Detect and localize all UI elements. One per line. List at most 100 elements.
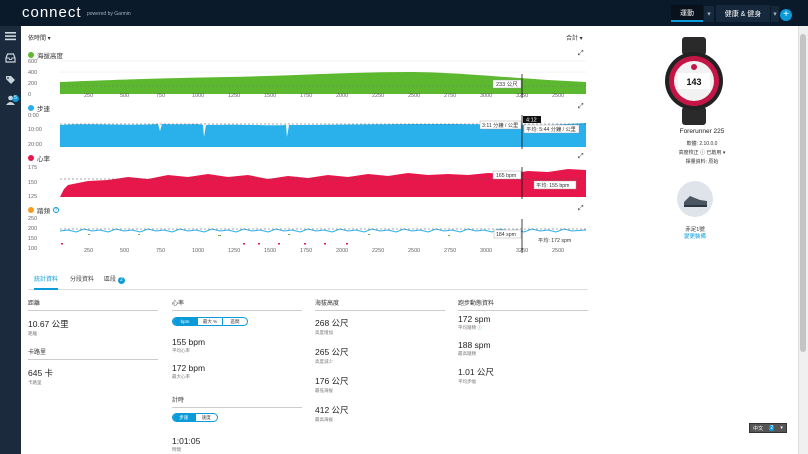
language-select[interactable]: 中文 2 ▾ (749, 423, 787, 433)
stats-tabs: 統計資料 分段資料 區段 2 (28, 268, 588, 290)
heart-rate-chart-title: 心率 (28, 153, 50, 163)
x-tick: 250 (84, 93, 93, 99)
distance-section: 距離 10.67 公里 距離 (28, 298, 158, 337)
watch-display-value: 143 (686, 77, 701, 87)
tab-segments[interactable]: 區段 2 (104, 274, 126, 284)
tab-health[interactable]: 健康 & 健身 (716, 5, 770, 22)
expand-icon[interactable]: ⤢ (578, 103, 584, 110)
elevation-cursor-value: 233 公尺 (496, 81, 518, 88)
connect-logo[interactable]: connect (22, 4, 82, 21)
min-elevation-label: 最低海拔 (315, 388, 333, 393)
segments-badge: 2 (118, 277, 126, 284)
cadence-points-red (61, 243, 348, 245)
overlay-dropdown[interactable]: 合計 ▾ (566, 36, 583, 42)
device-name[interactable]: Forerunner 225 (679, 128, 725, 135)
time-dropdown[interactable]: 依時間 ▾ (28, 36, 51, 42)
toggle-max-percent[interactable]: 最大 % (198, 318, 223, 325)
expand-icon[interactable]: ⤢ (578, 50, 584, 57)
data-source: 揮量資料: 原始 (685, 159, 719, 165)
elevation-legend-dot (28, 52, 34, 58)
x-tick: 2500 (552, 248, 564, 254)
cadence-title-text: 踏頻 (37, 208, 50, 215)
expand-icon[interactable]: ⤢ (578, 205, 584, 212)
toggle-speed[interactable]: 速度 (201, 415, 211, 420)
x-tick: 1250 (228, 248, 240, 254)
top-bar: connect powered by Garmin 運動 ▾ 健康 & 健身 ▾… (0, 0, 808, 26)
max-cadence-label: 最高踏頻 (458, 351, 476, 356)
avg-cadence-value: 172 spm (458, 314, 491, 324)
elevation-correction-dropdown[interactable]: 高度校正 ⓘ 已啟用 ▾ (678, 150, 726, 156)
user-icon[interactable] (5, 95, 16, 105)
tab-splits[interactable]: 分段資料 (70, 277, 95, 283)
tag-icon[interactable] (5, 75, 16, 85)
elevation-svg[interactable]: 600 400 200 0 233 公尺 250 500 750 1000 1250 15… (28, 50, 588, 100)
logo-subtitle: powered by Garmin (87, 11, 131, 17)
heart-rate-svg[interactable]: 175 150 125 165 bpm 平均: 155 bpm (28, 153, 588, 199)
x-tick: 500 (120, 248, 129, 254)
cadence-cursor-value: 184 spm (496, 232, 516, 238)
y-tick: 200 (28, 226, 37, 232)
timing-heading: 計時 (172, 395, 302, 408)
elevation-loss-label: 高度減少 (315, 359, 333, 364)
toggle-zones[interactable]: 區間 (230, 319, 240, 324)
elevation-heading: 海拔高度 (315, 298, 445, 311)
running-dynamics-section: 跑步動態資料 172 spm 平均踏頻 ⓘ 188 spm 最高踏頻 1.01 … (458, 298, 588, 385)
tab-activities[interactable]: 運動 (671, 5, 703, 22)
calories-section: 卡路里 645 卡 卡路里 (28, 347, 158, 386)
x-tick: 2750 (444, 93, 456, 99)
max-elevation-value: 412 公尺 (315, 405, 349, 415)
x-tick: 2500 (552, 93, 564, 99)
heart-rate-heading: 心率 (172, 298, 302, 311)
inbox-icon[interactable] (5, 53, 16, 63)
elevation-chart-title: 海拔高度 (28, 50, 63, 60)
toggle-bpm[interactable]: bpm (173, 318, 198, 325)
x-tick: 500 (120, 93, 129, 99)
info-icon[interactable]: ⓘ (477, 325, 482, 330)
x-tick: 2500 (408, 93, 420, 99)
y-tick: 0:00 (28, 113, 39, 119)
distance-value: 10.67 公里 (28, 319, 69, 329)
y-tick: 250 (28, 216, 37, 222)
pace-cursor-value: 3:11 分鐘 / 公里 (482, 121, 518, 129)
pace-cursor-tag: 4:12 (526, 118, 537, 124)
elevation-loss-value: 265 公尺 (315, 347, 349, 357)
cadence-average: 平均: 172 spm (538, 236, 571, 244)
cadence-line (59, 228, 587, 233)
calories-heading: 卡路里 (28, 347, 158, 360)
heart-rate-area (60, 169, 586, 197)
info-icon[interactable]: ? (53, 207, 59, 213)
tab-activities-dropdown[interactable]: ▾ (704, 6, 714, 22)
tab-health-dropdown[interactable]: ▾ (771, 6, 779, 22)
x-tick: 2250 (372, 93, 384, 99)
menu-icon[interactable] (5, 31, 16, 41)
x-tick: 1000 (192, 248, 204, 254)
x-tick: 1000 (192, 93, 204, 99)
pace-speed-toggle[interactable]: 步速 速度 (172, 413, 218, 422)
shoe-avatar[interactable] (677, 181, 713, 217)
tab-stats[interactable]: 統計資料 (34, 274, 59, 290)
x-tick: 250 (84, 248, 93, 254)
scrollbar-thumb[interactable] (800, 34, 806, 352)
notification-badge: 5 (12, 95, 19, 102)
x-tick: 3250 (516, 93, 528, 99)
y-tick: 100 (28, 246, 37, 252)
cadence-legend-dot (28, 207, 34, 213)
elevation-area (60, 72, 586, 94)
max-heart-rate-value: 172 bpm (172, 363, 206, 373)
x-tick: 1250 (228, 93, 240, 99)
add-button[interactable]: + (780, 9, 792, 21)
left-sidebar: 5 (0, 26, 21, 454)
expand-icon[interactable]: ⤢ (578, 153, 584, 160)
toggle-pace[interactable]: 步速 (173, 414, 196, 421)
y-tick: 0 (28, 92, 31, 98)
cadence-points-green (88, 234, 450, 236)
tab-segments-label: 區段 (104, 277, 117, 283)
max-elevation-label: 最高海拔 (315, 417, 333, 422)
heart-rate-title-text: 心率 (37, 156, 50, 163)
cadence-svg[interactable]: 250 200 150 100 184 spm 平均: 172 spm 250 5… (28, 205, 588, 255)
calories-label: 卡路里 (28, 380, 42, 385)
x-tick: 1750 (300, 248, 312, 254)
pace-svg[interactable]: 0:00 10:00 20:00 4:12 3:11 分鐘 / 公里 平均: 5… (28, 103, 588, 149)
change-gear-link[interactable]: 變更裝備 (683, 234, 706, 240)
heart-rate-unit-toggle[interactable]: bpm 最大 % 區間 (172, 317, 248, 326)
